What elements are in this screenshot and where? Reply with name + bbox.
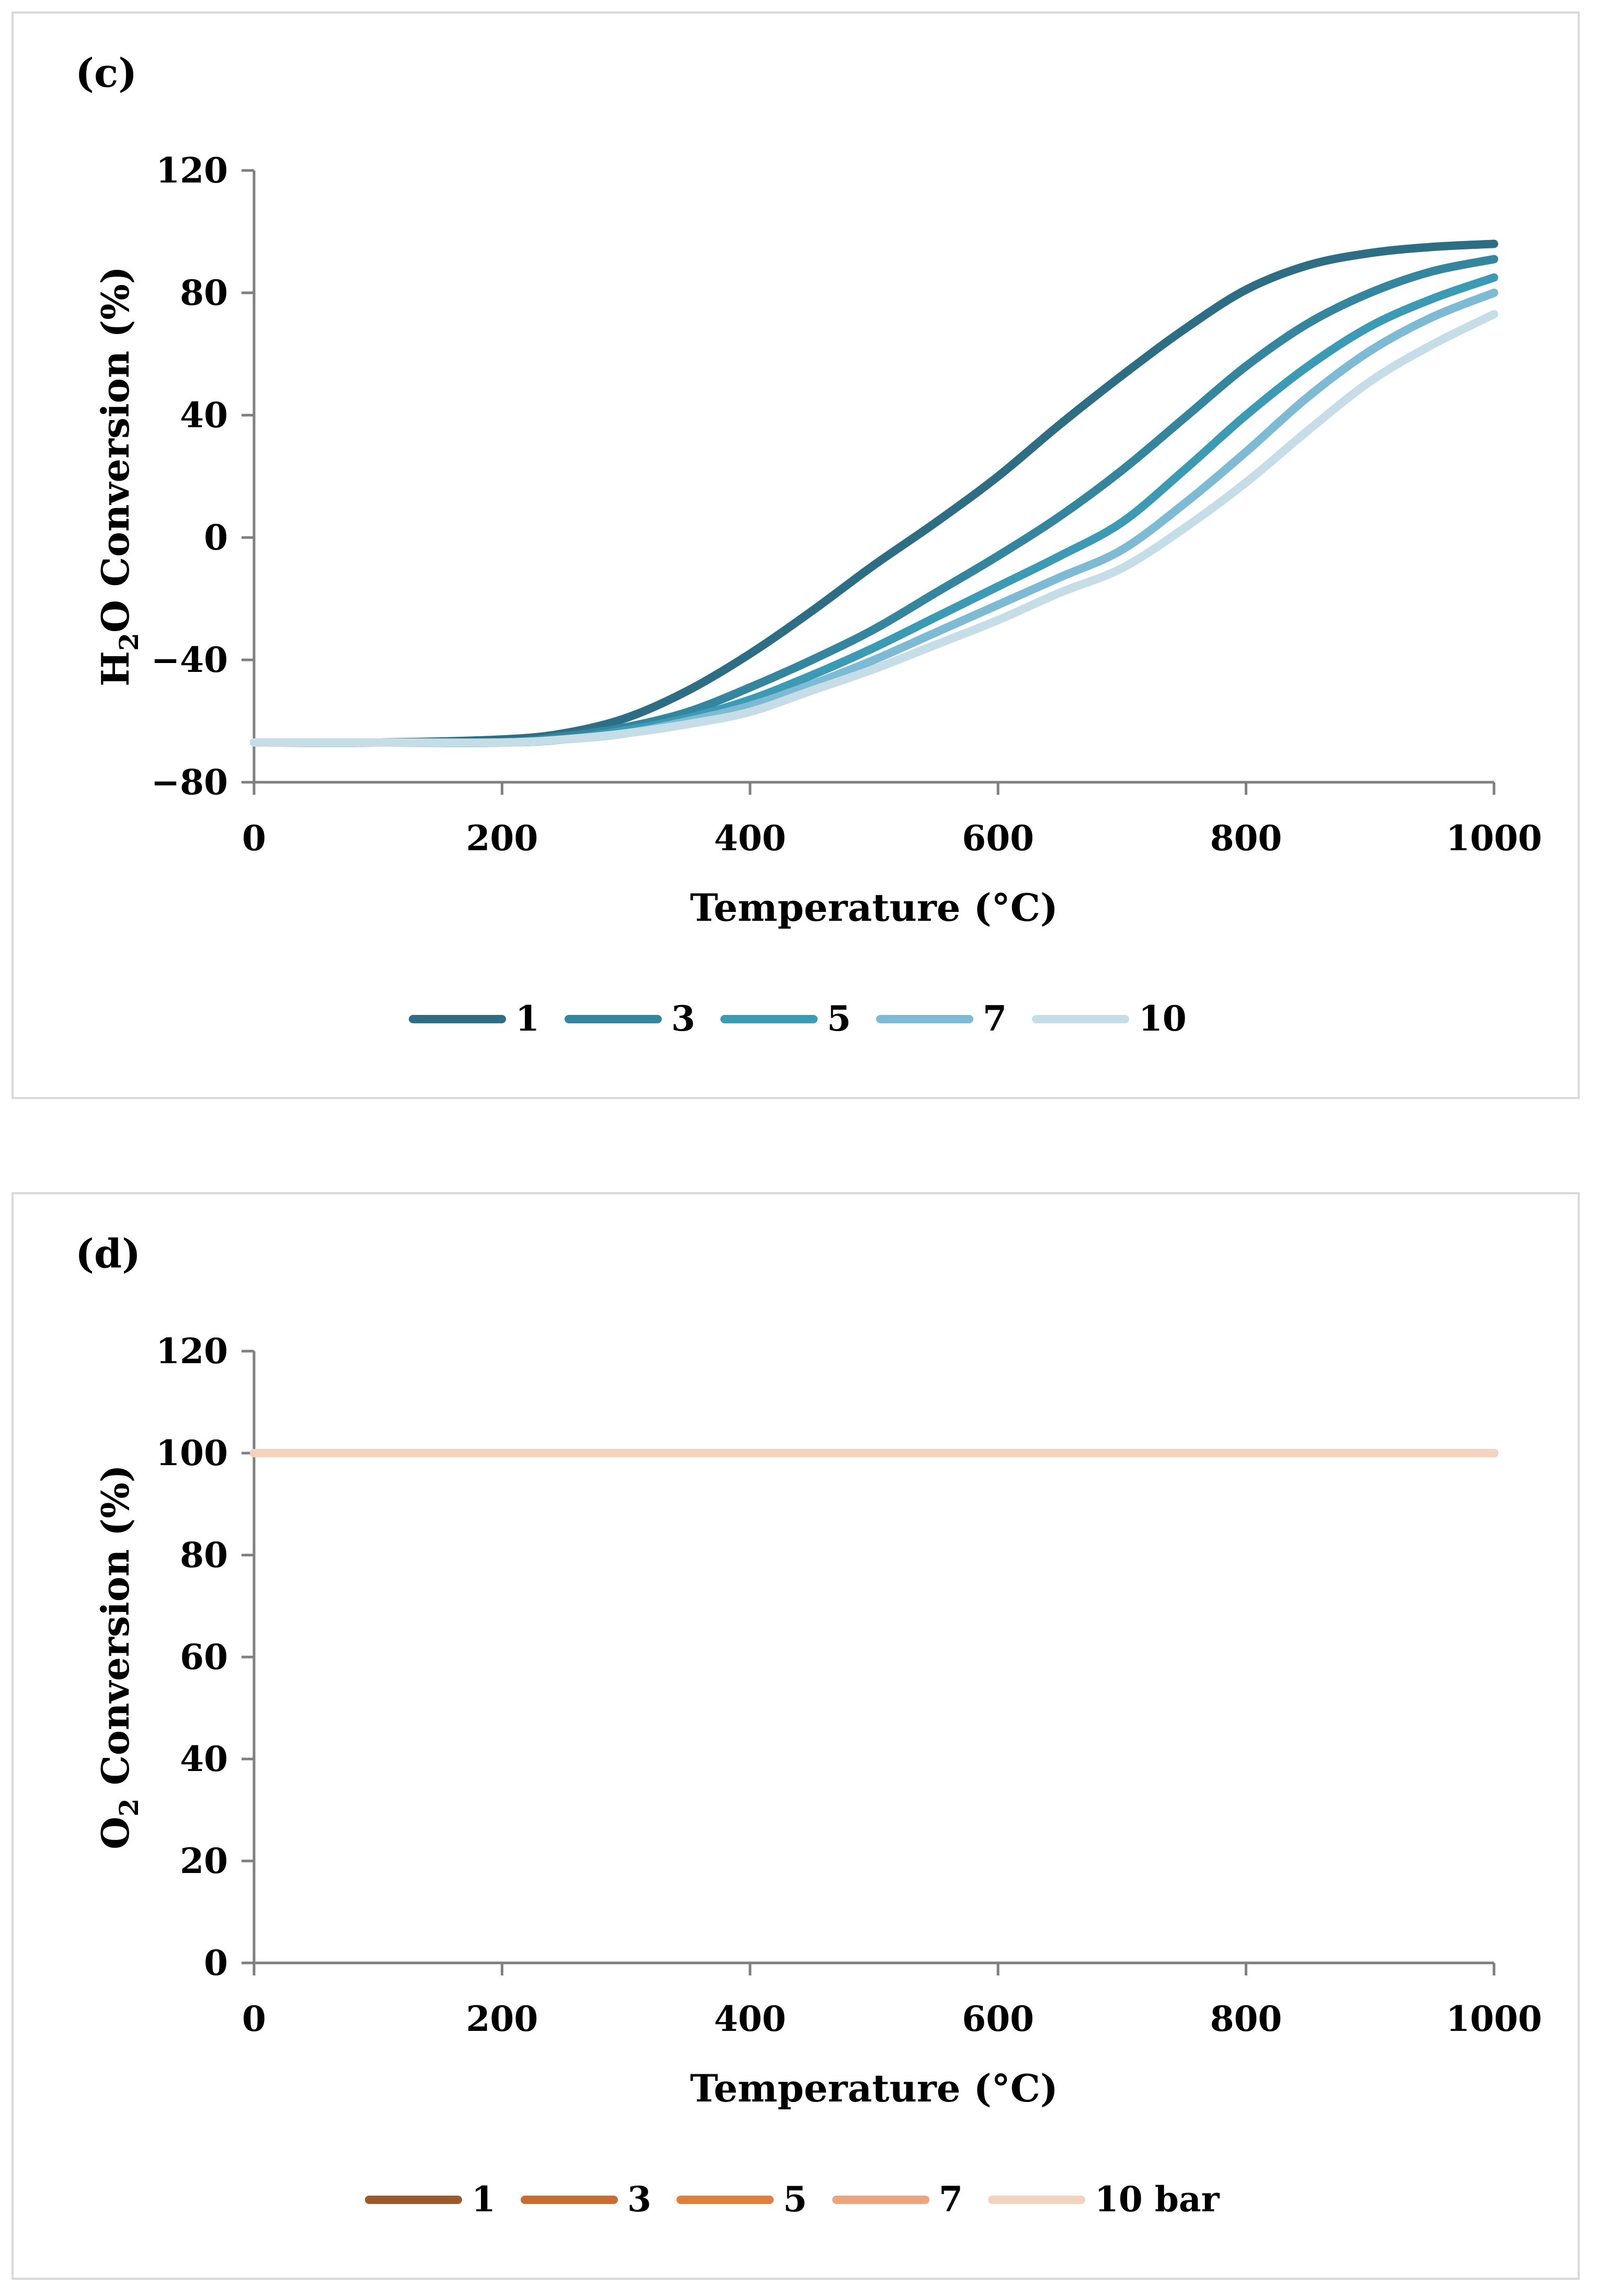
legend-label: 10 xyxy=(1139,998,1187,1039)
chart-panel-c: (c) 120 80 40 0 −40 −80 0 200 400 600 800 1000 Temper… xyxy=(12,12,1580,1099)
x-tick-label: 600 xyxy=(962,818,1034,859)
y-tick-label: 80 xyxy=(180,272,228,313)
y-axis-label: O2 Conversion (%) xyxy=(93,1465,144,1849)
legend-label: 10 bar xyxy=(1095,2179,1220,2220)
y-tick-label: 0 xyxy=(204,1943,228,1983)
series-line-10 xyxy=(250,310,1498,747)
chart-panel-d: (d) 120 100 80 60 40 20 0 0 200 400 600 800 1000 Tempe… xyxy=(12,1192,1580,2280)
legend-label: 5 xyxy=(827,998,851,1039)
x-tick-label: 200 xyxy=(466,1998,538,2039)
x-tick-label: 1000 xyxy=(1446,1998,1542,2039)
y-tick-label: −80 xyxy=(151,762,228,803)
y-axis-label-subscript: 2 xyxy=(113,1798,144,1817)
x-tick-label: 800 xyxy=(1210,1998,1282,2039)
legend-label: 5 xyxy=(783,2179,807,2220)
legend-label: 3 xyxy=(627,2179,651,2220)
legend-label: 7 xyxy=(983,998,1007,1039)
y-tick-label: 40 xyxy=(180,395,228,436)
legend: 1 3 5 7 10 xyxy=(409,998,1187,1039)
x-tick-label: 200 xyxy=(466,818,538,859)
panel-label: (c) xyxy=(75,50,137,96)
y-tick-label: 120 xyxy=(156,150,228,191)
x-axis-label: Temperature (°C) xyxy=(690,885,1058,930)
x-tick-label: 400 xyxy=(714,1998,786,2039)
y-axis-label-main: O xyxy=(93,1817,137,1849)
x-axis-label: Temperature (°C) xyxy=(690,2066,1058,2110)
x-tick-label: 0 xyxy=(242,1998,266,2039)
y-axis-label-main: H xyxy=(93,651,137,687)
y-tick-label: 100 xyxy=(156,1433,228,1473)
x-tick-label: 800 xyxy=(1210,818,1282,859)
x-tick-label: 400 xyxy=(714,818,786,859)
panel-label: (d) xyxy=(75,1230,141,1277)
x-tick-label: 0 xyxy=(242,818,266,859)
x-tick-label: 600 xyxy=(962,1998,1034,2039)
y-tick-label: −40 xyxy=(151,639,228,680)
y-axis-label: H2O Conversion (%) xyxy=(93,266,144,687)
y-axis-label-subscript: 2 xyxy=(113,633,144,651)
legend-label: 1 xyxy=(515,998,539,1039)
y-tick-label: 120 xyxy=(156,1331,228,1372)
y-tick-label: 40 xyxy=(180,1739,228,1779)
series-line-7 xyxy=(250,289,1498,747)
legend-label: 7 xyxy=(939,2179,963,2220)
y-axis-label-rest: Conversion (%) xyxy=(93,1465,137,1798)
y-axis-label-rest: O Conversion (%) xyxy=(93,266,137,633)
y-tick-label: 60 xyxy=(180,1637,228,1677)
legend-label: 1 xyxy=(472,2179,496,2220)
legend-label: 3 xyxy=(671,998,695,1039)
y-tick-label: 80 xyxy=(180,1535,228,1575)
legend: 1 3 5 7 10 bar xyxy=(365,2179,1220,2220)
x-tick-label: 1000 xyxy=(1446,818,1542,859)
y-tick-label: 20 xyxy=(180,1841,228,1881)
y-tick-label: 0 xyxy=(204,517,228,558)
